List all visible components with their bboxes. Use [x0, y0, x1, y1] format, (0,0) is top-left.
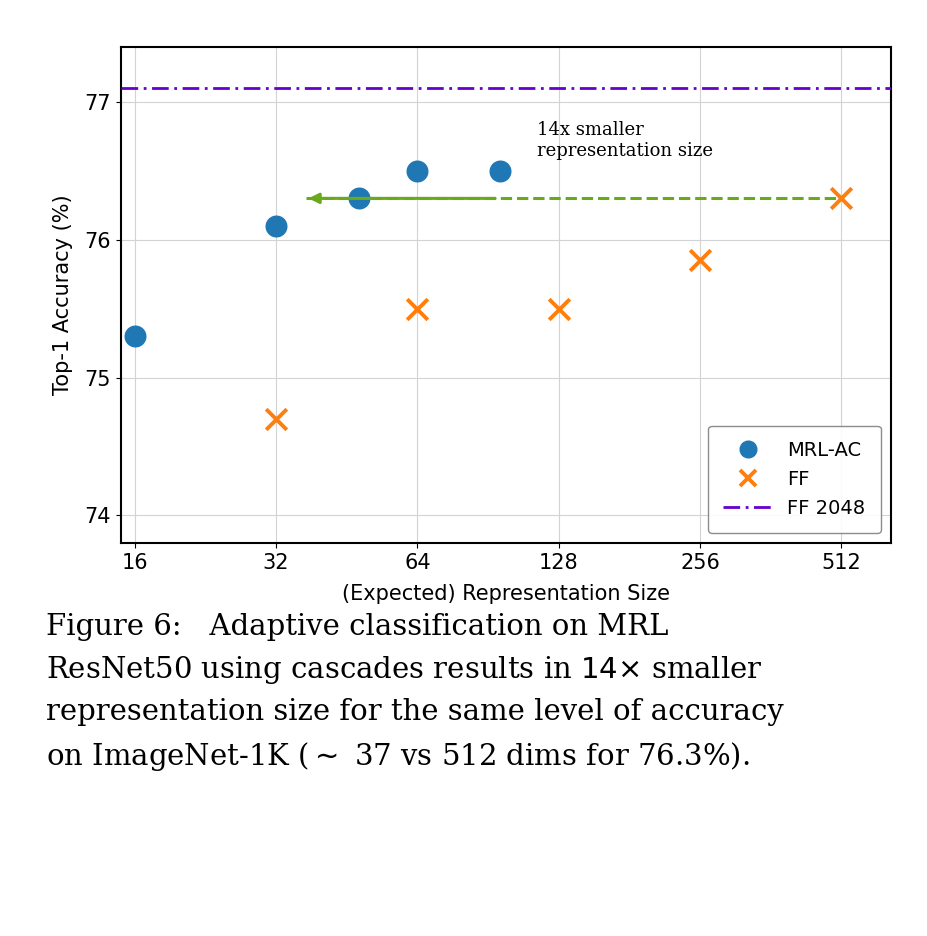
Point	[551, 301, 565, 316]
X-axis label: (Expected) Representation Size: (Expected) Representation Size	[341, 584, 669, 604]
Point	[692, 253, 706, 268]
Text: 14x smaller
representation size: 14x smaller representation size	[537, 121, 712, 160]
Y-axis label: Top-1 Accuracy (%): Top-1 Accuracy (%)	[53, 195, 73, 395]
Point	[269, 218, 284, 233]
Legend: MRL-AC, FF, FF 2048: MRL-AC, FF, FF 2048	[707, 426, 881, 534]
Point	[833, 191, 848, 206]
Point	[269, 411, 284, 426]
Point	[492, 163, 507, 178]
Point	[351, 191, 366, 206]
Point	[127, 329, 142, 344]
Point	[410, 301, 425, 316]
Text: Figure 6:   Adaptive classification on MRL
ResNet50 using cascades results in $1: Figure 6: Adaptive classification on MRL…	[46, 613, 783, 773]
Point	[410, 163, 425, 178]
